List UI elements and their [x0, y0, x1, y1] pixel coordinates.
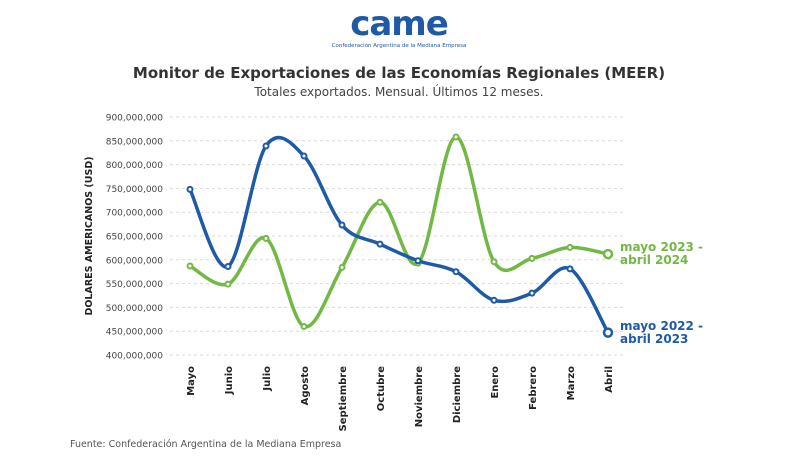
data-point: [186, 185, 194, 193]
y-tick-label: 700,000,000: [106, 209, 164, 219]
x-tick-label: Octubre: [376, 366, 387, 411]
source-note: Fuente: Confederación Argentina de la Me…: [70, 439, 342, 450]
y-tick-label: 850,000,000: [106, 137, 164, 147]
x-tick-label: Agosto: [300, 366, 311, 406]
y-tick-label: 800,000,000: [106, 161, 164, 171]
data-point: [300, 152, 308, 160]
data-point: [338, 221, 346, 229]
series-label: abril 2024: [620, 253, 688, 267]
data-point: [262, 142, 270, 150]
x-tick-label: Julio: [262, 366, 273, 392]
data-point: [528, 254, 536, 262]
y-tick-label: 550,000,000: [106, 280, 164, 290]
y-tick-label: 500,000,000: [106, 304, 164, 314]
logo-subtitle: Confederación Argentina de la Mediana Em…: [331, 43, 467, 49]
data-point: [566, 243, 574, 251]
x-tick-label: Mayo: [186, 366, 197, 396]
data-point: [452, 133, 460, 141]
data-point: [490, 258, 498, 266]
data-point: [376, 240, 384, 248]
data-point: [224, 262, 232, 270]
data-point: [376, 198, 384, 206]
came-logo: came Confederación Argentina de la Media…: [0, 6, 798, 49]
x-tick-label: Junio: [224, 366, 235, 395]
x-tick-label: Diciembre: [452, 366, 463, 423]
x-tick-label: Marzo: [566, 366, 577, 400]
y-tick-label: 450,000,000: [106, 328, 164, 338]
x-tick-label: Abril: [604, 366, 615, 393]
series-label: mayo 2022 -: [620, 319, 703, 333]
series-label: abril 2023: [620, 332, 688, 346]
data-point: [338, 263, 346, 271]
data-point: [262, 234, 270, 242]
data-point: [300, 322, 308, 330]
x-tick-label: Enero: [490, 366, 501, 399]
x-tick-label: Noviembre: [414, 366, 425, 427]
data-point: [566, 265, 574, 273]
series-end-point: [602, 248, 614, 260]
series-end-point: [602, 327, 614, 338]
series-line: [188, 135, 610, 329]
data-point: [490, 296, 498, 304]
logo-text: came: [350, 4, 449, 44]
x-tick-label: Septiembre: [338, 366, 349, 432]
series-label: mayo 2023 -: [620, 240, 703, 254]
x-tick-label: Febrero: [528, 366, 539, 410]
y-axis-label: DOLARES AMERICANOS (USD): [84, 156, 95, 315]
y-tick-label: 600,000,000: [106, 256, 164, 266]
chart-title: Monitor de Exportaciones de las Economía…: [132, 64, 666, 82]
y-tick-label: 750,000,000: [106, 185, 164, 195]
data-point: [528, 289, 536, 297]
data-point: [414, 257, 422, 265]
y-tick-label: 400,000,000: [106, 352, 164, 362]
data-point: [452, 268, 460, 276]
y-tick-label: 900,000,000: [106, 114, 164, 124]
data-point: [224, 280, 232, 288]
chart-subtitle: Totales exportados. Mensual. Últimos 12 …: [254, 85, 544, 99]
y-tick-label: 650,000,000: [106, 233, 164, 243]
data-point: [186, 262, 194, 270]
